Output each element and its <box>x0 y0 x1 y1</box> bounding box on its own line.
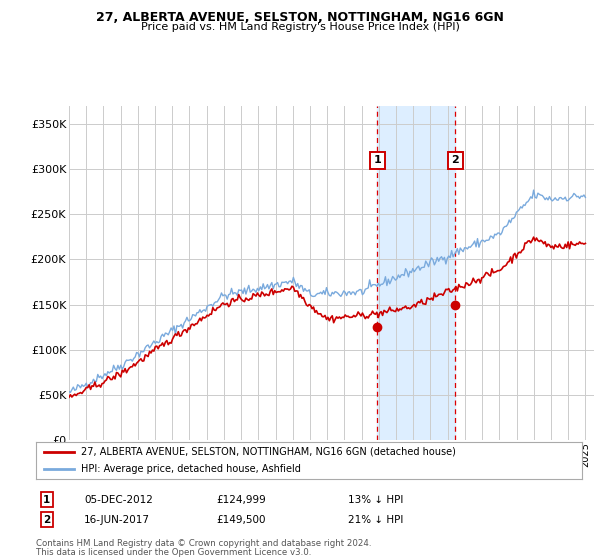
Text: 2: 2 <box>43 515 50 525</box>
Text: £124,999: £124,999 <box>216 494 266 505</box>
Text: 2: 2 <box>452 156 460 165</box>
Text: 1: 1 <box>374 156 382 165</box>
Text: This data is licensed under the Open Government Licence v3.0.: This data is licensed under the Open Gov… <box>36 548 311 557</box>
Text: Price paid vs. HM Land Registry's House Price Index (HPI): Price paid vs. HM Land Registry's House … <box>140 22 460 32</box>
Text: 21% ↓ HPI: 21% ↓ HPI <box>348 515 403 525</box>
Text: 27, ALBERTA AVENUE, SELSTON, NOTTINGHAM, NG16 6GN (detached house): 27, ALBERTA AVENUE, SELSTON, NOTTINGHAM,… <box>81 446 455 456</box>
Text: 16-JUN-2017: 16-JUN-2017 <box>84 515 150 525</box>
Text: 13% ↓ HPI: 13% ↓ HPI <box>348 494 403 505</box>
Text: 27, ALBERTA AVENUE, SELSTON, NOTTINGHAM, NG16 6GN: 27, ALBERTA AVENUE, SELSTON, NOTTINGHAM,… <box>96 11 504 24</box>
Text: 05-DEC-2012: 05-DEC-2012 <box>84 494 153 505</box>
Text: Contains HM Land Registry data © Crown copyright and database right 2024.: Contains HM Land Registry data © Crown c… <box>36 539 371 548</box>
Text: £149,500: £149,500 <box>216 515 265 525</box>
Text: HPI: Average price, detached house, Ashfield: HPI: Average price, detached house, Ashf… <box>81 464 301 474</box>
Text: 1: 1 <box>43 494 50 505</box>
Bar <box>377 106 455 440</box>
